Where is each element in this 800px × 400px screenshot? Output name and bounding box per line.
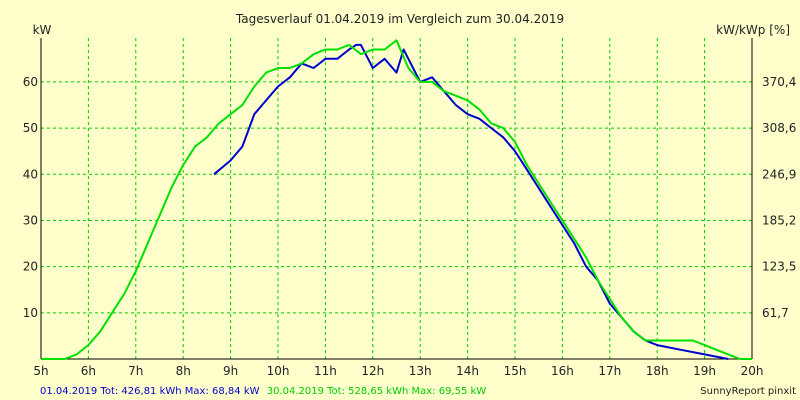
y-tick-label-left: 50 — [23, 121, 38, 135]
y-tick-label-left: 30 — [23, 213, 38, 227]
y-axis-right-label: kW/kWp [%] — [716, 23, 790, 37]
axes — [40, 38, 753, 360]
y-tick-label-left: 40 — [23, 167, 38, 181]
y-tick-label-right: 370,4 — [762, 75, 796, 89]
x-tick-label: 5h — [33, 364, 48, 378]
legend-series-2: 30.04.2019 Tot: 528,65 kWh Max: 69,55 kW — [267, 386, 487, 397]
chart-title: Tagesverlauf 01.04.2019 im Vergleich zum… — [235, 12, 564, 26]
y-tick-label-left: 20 — [23, 260, 38, 274]
x-tick-label: 9h — [223, 364, 238, 378]
x-tick-label: 16h — [551, 364, 574, 378]
x-tick-label: 8h — [176, 364, 191, 378]
y-axis-left-label: kW — [33, 23, 52, 37]
footer-brand: SunnyReport pinxit — [700, 386, 796, 397]
y-tick-label-left: 10 — [23, 306, 38, 320]
x-tick-label: 20h — [741, 364, 764, 378]
y-tick-label-right: 123,5 — [762, 260, 796, 274]
y-tick-label-right: 185,2 — [762, 213, 796, 227]
x-tick-label: 10h — [267, 364, 290, 378]
x-tick-label: 11h — [314, 364, 337, 378]
x-tick-label: 12h — [361, 364, 384, 378]
x-tick-label: 13h — [409, 364, 432, 378]
x-tick-label: 17h — [598, 364, 621, 378]
legend-series-1: 01.04.2019 Tot: 426,81 kWh Max: 68,84 kW — [40, 386, 260, 397]
x-tick-label: 14h — [456, 364, 479, 378]
grid — [41, 38, 752, 359]
y-tick-label-right: 308,6 — [762, 121, 796, 135]
x-tick-label: 6h — [81, 364, 96, 378]
svg-text:01.04.2019 Tot: 426,81 kWh Max: 01.04.2019 Tot: 426,81 kWh Max: 68,84 kW… — [40, 386, 486, 397]
y-tick-label-right: 246,9 — [762, 167, 796, 181]
x-tick-label: 7h — [128, 364, 143, 378]
series-line-1 — [213, 43, 729, 360]
series-line-2 — [41, 39, 752, 360]
x-tick-label: 18h — [646, 364, 669, 378]
tick-labels: 5h 6h 7h 8h 9h 10h 11h 12h 13h 14h 15h 16h 17h 18h 19h… — [23, 75, 797, 378]
y-tick-label-right: 61,7 — [762, 306, 789, 320]
x-tick-label: 15h — [504, 364, 527, 378]
x-tick-label: 19h — [693, 364, 716, 378]
series — [41, 39, 752, 360]
y-tick-label-left: 60 — [23, 75, 38, 89]
